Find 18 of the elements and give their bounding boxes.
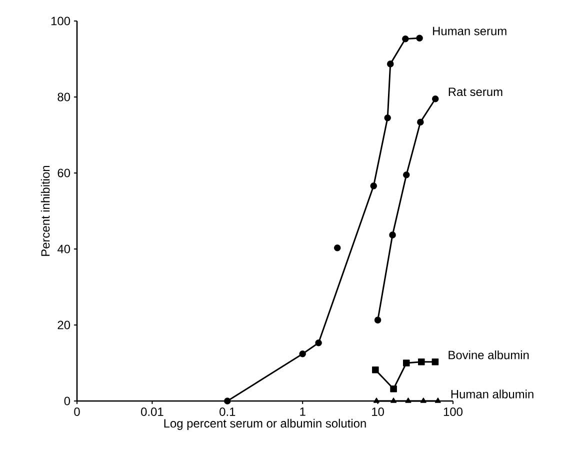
y-tick-label: 60 (58, 168, 70, 178)
x-tick-label: 0.01 (141, 408, 164, 416)
x-tick-label: 100 (444, 408, 462, 416)
y-tick-label: 20 (58, 320, 70, 330)
y-tick-label: 0 (64, 396, 70, 406)
series-label: Human albumin (451, 390, 534, 398)
x-axis-title: Log percent serum or albumin solution (164, 418, 366, 430)
series-label: Bovine albumin (448, 350, 529, 360)
x-tick-label: 0 (74, 408, 80, 416)
series-label: Human serum (433, 26, 506, 36)
x-tick-label: 1 (300, 408, 306, 416)
y-tick-label: 40 (57, 244, 70, 254)
x-tick-label: 0.1 (220, 408, 236, 416)
y-tick-label: 100 (51, 16, 70, 26)
x-tick-label: 10 (372, 408, 384, 416)
y-tick-label: 80 (58, 92, 70, 102)
y-axis-title: Percent inhibition (40, 166, 50, 256)
series-label: Rat serum (448, 88, 502, 96)
